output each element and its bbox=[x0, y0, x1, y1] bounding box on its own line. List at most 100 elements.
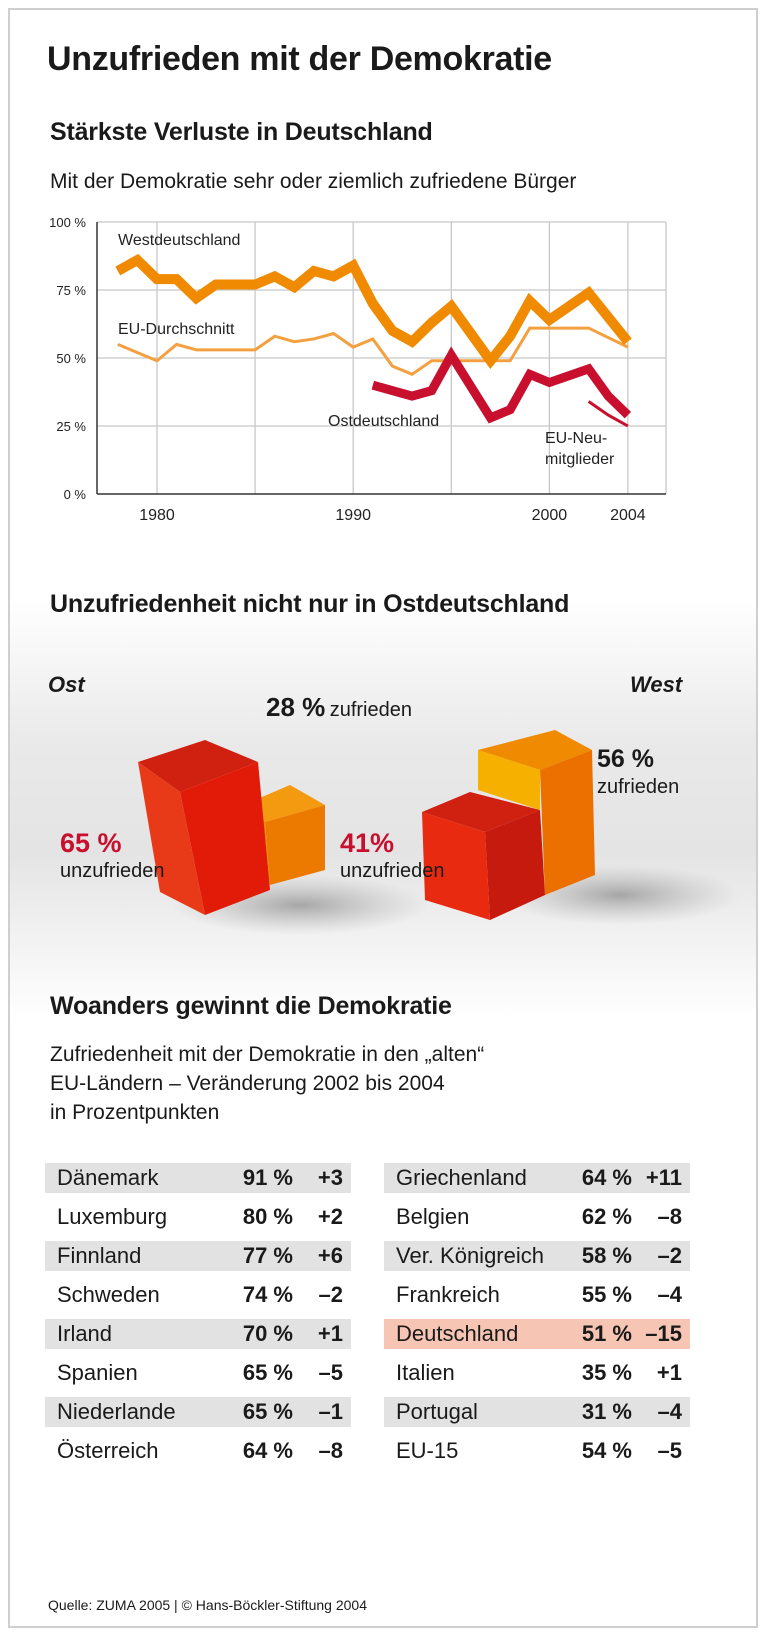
section2-title: Unzufriedenheit nicht nur in Ostdeutschl… bbox=[50, 590, 570, 618]
x-tick-label: 1980 bbox=[139, 507, 175, 524]
table-row: EU-15 54 % –5 bbox=[384, 1436, 690, 1466]
section3-subtitle-1: Zufriedenheit mit der Demokratie in den … bbox=[50, 1043, 485, 1066]
satisfaction-percent: 62 % bbox=[581, 1204, 632, 1229]
change-value: –1 bbox=[318, 1399, 343, 1424]
satisfaction-percent: 91 % bbox=[242, 1165, 293, 1190]
bar-ost-unzufrieden bbox=[138, 740, 270, 915]
section3-subtitle-3: in Prozentpunkten bbox=[50, 1101, 220, 1124]
country-name: Frankreich bbox=[396, 1282, 500, 1307]
change-value: –5 bbox=[657, 1438, 682, 1463]
table-row: Schweden 74 % –2 bbox=[45, 1280, 351, 1310]
west-unzufrieden-value: 41% bbox=[340, 828, 395, 858]
satisfaction-percent: 54 % bbox=[581, 1438, 632, 1463]
table-row: Niederlande 65 % –1 bbox=[45, 1397, 351, 1427]
section1-title: Stärkste Verluste in Deutschland bbox=[50, 118, 433, 146]
series-label-line: mitglieder bbox=[545, 451, 615, 468]
country-name: Belgien bbox=[396, 1204, 470, 1229]
3d-bar-chart bbox=[138, 730, 740, 935]
table-left: Dänemark 91 % +3 Luxemburg 80 % +2 Finnland 77 … bbox=[45, 1163, 351, 1475]
country-name: Luxemburg bbox=[57, 1204, 168, 1229]
change-value: +3 bbox=[317, 1165, 343, 1190]
series-label: Westdeutschland bbox=[118, 232, 240, 249]
table-row: Ver. Königreich 58 % –2 bbox=[384, 1241, 690, 1271]
satisfaction-percent: 64 % bbox=[581, 1165, 632, 1190]
satisfaction-percent: 65 % bbox=[242, 1399, 293, 1424]
change-value: +1 bbox=[656, 1360, 682, 1385]
table-row: Irland 70 % +1 bbox=[45, 1319, 351, 1349]
bar-west-zufrieden bbox=[478, 730, 595, 895]
y-tick-label: 75 % bbox=[56, 283, 86, 298]
ost-label: Ost bbox=[48, 672, 85, 697]
change-value: –8 bbox=[657, 1204, 682, 1229]
ost-zufrieden-text: zufrieden bbox=[329, 699, 412, 721]
table-row: Spanien 65 % –5 bbox=[45, 1358, 351, 1388]
section1-subtitle: Mit der Demokratie sehr oder ziemlich zu… bbox=[50, 170, 577, 193]
satisfaction-percent: 70 % bbox=[242, 1321, 293, 1346]
change-value: –4 bbox=[657, 1282, 682, 1307]
west-zufrieden-text: zufrieden bbox=[597, 776, 680, 798]
satisfaction-percent: 64 % bbox=[242, 1438, 293, 1463]
table-right: Griechenland 64 % +11 Belgien 62 % –8 Ver. Kön… bbox=[384, 1163, 690, 1475]
table-row: Österreich 64 % –8 bbox=[45, 1436, 351, 1466]
country-name: Spanien bbox=[57, 1360, 138, 1385]
change-value: +2 bbox=[317, 1204, 343, 1229]
country-name: Ver. Königreich bbox=[396, 1243, 544, 1268]
series-label-eu-new: EU-Neu-mitglieder bbox=[545, 430, 615, 468]
change-value: +11 bbox=[645, 1165, 682, 1190]
change-value: +6 bbox=[317, 1243, 343, 1268]
change-value: –8 bbox=[318, 1438, 343, 1463]
x-tick-label: 2004 bbox=[610, 507, 646, 524]
series-line-1 bbox=[117, 326, 629, 377]
country-name: Österreich bbox=[57, 1438, 159, 1463]
country-name: Portugal bbox=[396, 1399, 478, 1424]
y-tick-label: 0 % bbox=[64, 487, 87, 502]
source-note: Quelle: ZUMA 2005 | © Hans-Böckler-Stift… bbox=[48, 1597, 367, 1613]
country-name: Schweden bbox=[57, 1282, 160, 1307]
satisfaction-percent: 55 % bbox=[581, 1282, 632, 1307]
section3-subtitle-2: EU-Ländern – Veränderung 2002 bis 2004 bbox=[50, 1072, 445, 1095]
west-label: West bbox=[630, 672, 683, 697]
country-name: Niederlande bbox=[57, 1399, 176, 1424]
change-value: –4 bbox=[657, 1399, 682, 1424]
y-tick-label: 25 % bbox=[56, 419, 86, 434]
country-name: Finnland bbox=[57, 1243, 142, 1268]
change-value: –2 bbox=[318, 1282, 343, 1307]
section3-title: Woanders gewinnt die Demokratie bbox=[50, 992, 452, 1020]
west-zufrieden-value: 56 % bbox=[597, 745, 654, 773]
west-unzufrieden-text: unzufrieden bbox=[340, 860, 445, 882]
table-row: Griechenland 64 % +11 bbox=[384, 1163, 690, 1193]
series-label: EU-Durchschnitt bbox=[118, 321, 235, 338]
country-name: Dänemark bbox=[57, 1165, 159, 1190]
country-name: Deutschland bbox=[396, 1321, 519, 1346]
series-label-line: EU-Neu- bbox=[545, 430, 607, 447]
frame-border bbox=[8, 8, 758, 1628]
satisfaction-percent: 51 % bbox=[581, 1321, 632, 1346]
table-row: Frankreich 55 % –4 bbox=[384, 1280, 690, 1310]
series-line-0 bbox=[115, 253, 632, 369]
table-row: Finnland 77 % +6 bbox=[45, 1241, 351, 1271]
table-row: Belgien 62 % –8 bbox=[384, 1202, 690, 1232]
x-tick-label: 2000 bbox=[532, 507, 568, 524]
change-value: –5 bbox=[318, 1360, 343, 1385]
series-line-2 bbox=[371, 346, 632, 424]
change-value: –2 bbox=[657, 1243, 682, 1268]
satisfaction-percent: 77 % bbox=[242, 1243, 293, 1268]
table-row: Dänemark 91 % +3 bbox=[45, 1163, 351, 1193]
page-title: Unzufrieden mit der Demokratie bbox=[47, 40, 552, 78]
line-chart: 0 % 25 % 50 % 75 % 100 % 1980 1990 2000 2004 West… bbox=[49, 215, 667, 524]
satisfaction-percent: 74 % bbox=[242, 1282, 293, 1307]
country-name: Italien bbox=[396, 1360, 455, 1385]
satisfaction-percent: 35 % bbox=[581, 1360, 632, 1385]
change-value: +1 bbox=[317, 1321, 343, 1346]
series-label: Ostdeutschland bbox=[328, 413, 439, 430]
bar-west-unzufrieden bbox=[422, 792, 545, 920]
table-row: Italien 35 % +1 bbox=[384, 1358, 690, 1388]
ost-unzufrieden-text: unzufrieden bbox=[60, 860, 165, 882]
y-tick-label: 100 % bbox=[49, 215, 86, 230]
satisfaction-percent: 58 % bbox=[581, 1243, 632, 1268]
y-tick-label: 50 % bbox=[56, 351, 86, 366]
table-row: Portugal 31 % –4 bbox=[384, 1397, 690, 1427]
ost-unzufrieden-value: 65 % bbox=[60, 828, 122, 858]
satisfaction-percent: 31 % bbox=[581, 1399, 632, 1424]
table-row: Deutschland 51 % –15 bbox=[384, 1319, 690, 1349]
